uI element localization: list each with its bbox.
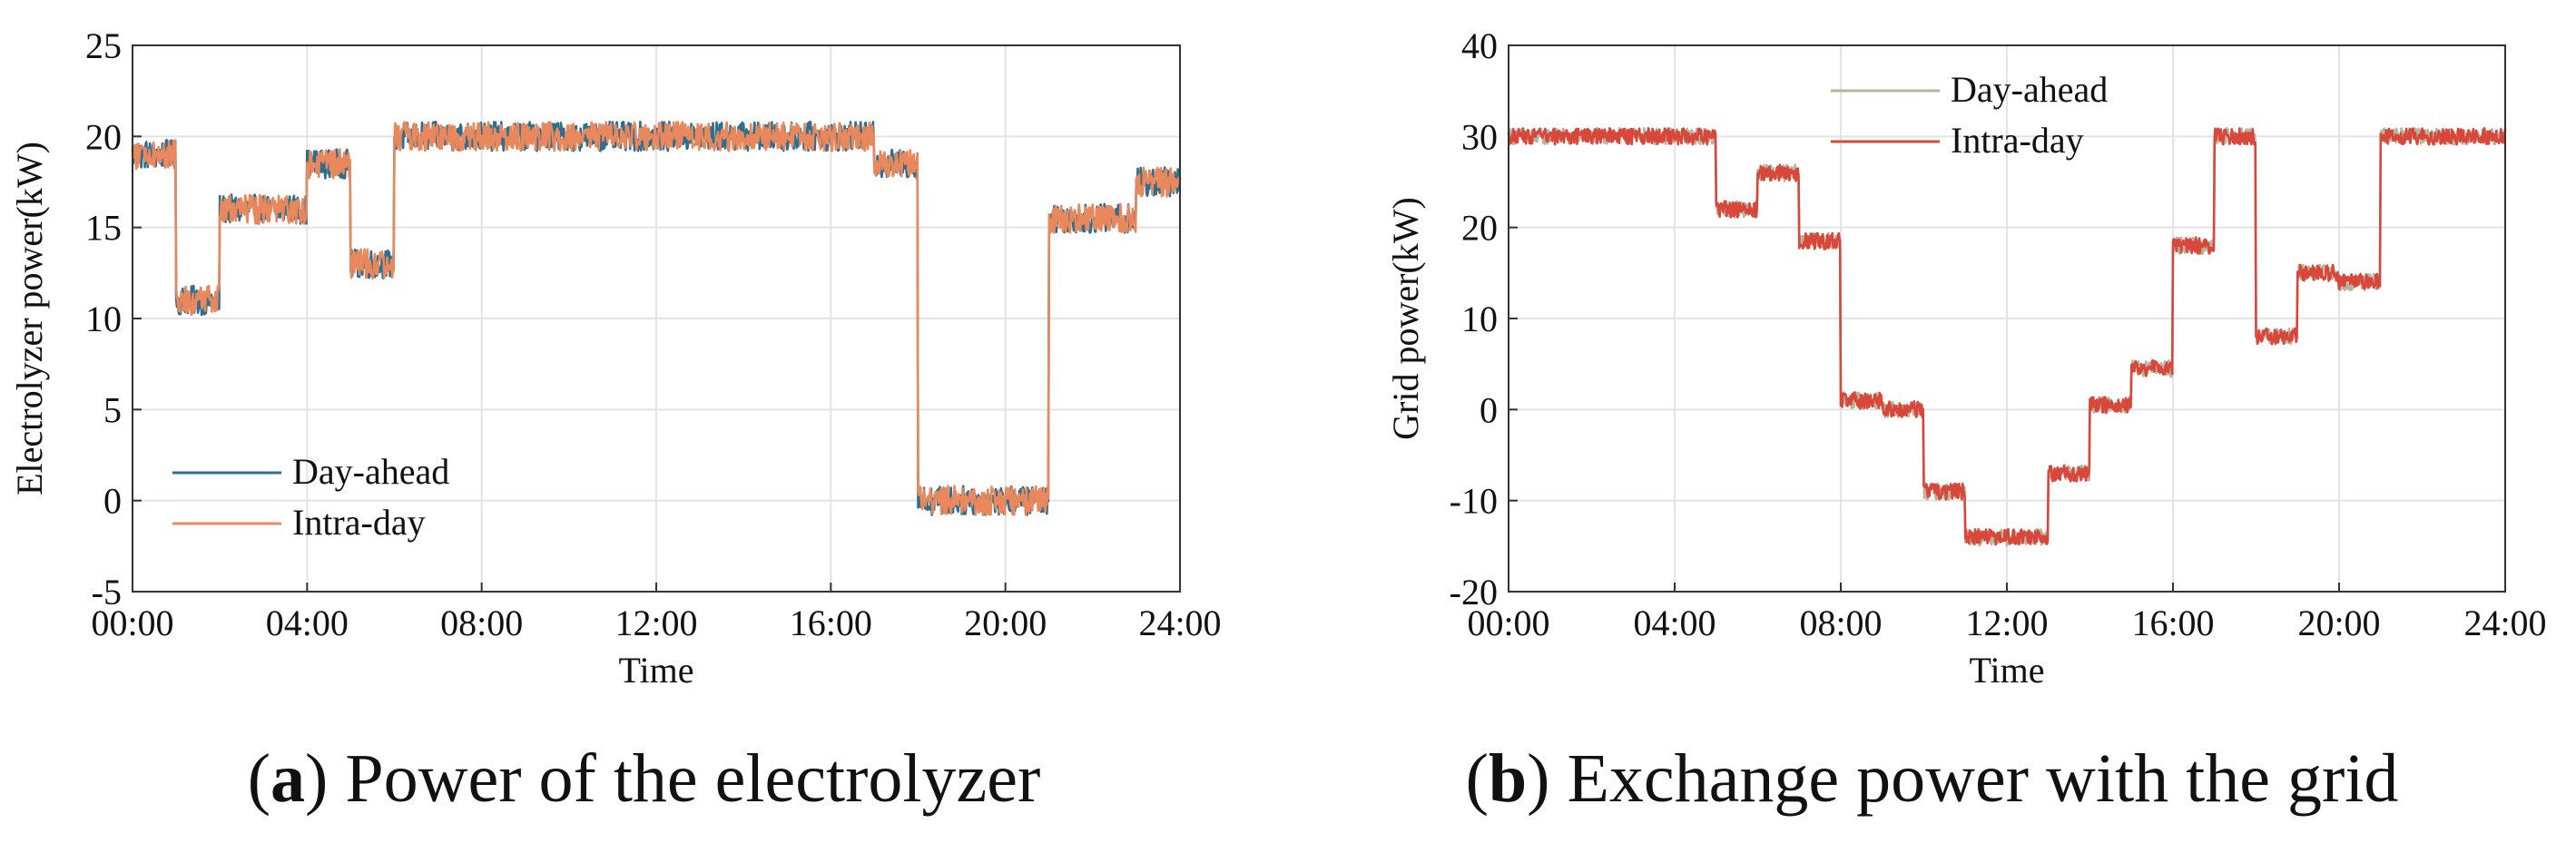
y-axis-label: Electrolyzer power(kW) [9, 142, 50, 495]
y-tick-label: 10 [1461, 299, 1498, 339]
y-tick-label: 20 [1461, 208, 1498, 249]
x-tick-label: 00:00 [91, 603, 173, 643]
y-tick-label: 0 [103, 481, 122, 522]
caption-a: (a) Power of the electrolyzer [247, 740, 1041, 817]
axes-frame [132, 44, 1181, 593]
x-tick-label: 24:00 [2463, 603, 2546, 643]
x-tick-label: 08:00 [1799, 603, 1882, 643]
axes-frame [1508, 44, 2506, 593]
x-tick-label: 04:00 [266, 603, 349, 643]
caption-a-label: a [270, 740, 305, 817]
series-line-intra-day [1507, 127, 2507, 546]
y-tick-label: -10 [1450, 481, 1498, 522]
x-tick-label: 00:00 [1467, 603, 1549, 643]
y-tick-label: -20 [1450, 572, 1498, 613]
grid-power-chart: 00:00 04:00 08:00 12:00 16:00 20:00 24:00 -20 -1… [1385, 25, 2547, 691]
y-tick-label: -5 [92, 572, 122, 613]
y-tick-label: 25 [85, 25, 122, 66]
y-tick-label: 0 [1480, 389, 1498, 430]
y-tick-label: 15 [85, 208, 122, 249]
y-tick-label: 30 [1461, 116, 1498, 157]
x-tick-label: 16:00 [790, 603, 872, 643]
y-tick-label: 5 [103, 389, 122, 430]
legend-label: Day-ahead [292, 451, 449, 492]
chart-panel-a: 00:00 04:00 08:00 12:00 16:00 20:00 24:00 -5 0 5 1… [9, 25, 1222, 817]
legend-label: Intra-day [292, 502, 426, 543]
x-axis-label: Time [618, 650, 693, 691]
caption-b-label: b [1488, 740, 1528, 817]
legend-label: Day-ahead [1951, 69, 2108, 110]
x-tick-label: 16:00 [2131, 603, 2214, 643]
chart-panel-b: 00:00 04:00 08:00 12:00 16:00 20:00 24:00 -20 -1… [1288, 0, 2576, 843]
caption-a-text: Power of the electrolyzer [345, 740, 1041, 817]
x-tick-label: 12:00 [1965, 603, 2048, 643]
series-line-intra-day [131, 121, 1182, 516]
legend-label: Intra-day [1951, 120, 2084, 161]
x-tick-label: 04:00 [1633, 603, 1716, 643]
x-tick-label: 12:00 [615, 603, 697, 643]
x-tick-label: 20:00 [964, 603, 1047, 643]
caption-b-text: Exchange power with the grid [1567, 740, 2399, 817]
y-tick-label: 20 [85, 116, 122, 157]
x-tick-label: 20:00 [2297, 603, 2380, 643]
y-axis-label: Grid power(kW) [1385, 197, 1426, 440]
x-tick-label: 24:00 [1138, 603, 1221, 643]
x-axis-label: Time [1969, 650, 2044, 691]
caption-b: (b) Exchange power with the grid [1465, 740, 2399, 817]
x-tick-label: 08:00 [440, 603, 523, 643]
y-tick-label: 10 [85, 299, 122, 339]
electrolyzer-power-chart: 00:00 04:00 08:00 12:00 16:00 20:00 24:00 -5 0 5 1… [9, 25, 1222, 691]
y-tick-label: 40 [1461, 25, 1498, 66]
